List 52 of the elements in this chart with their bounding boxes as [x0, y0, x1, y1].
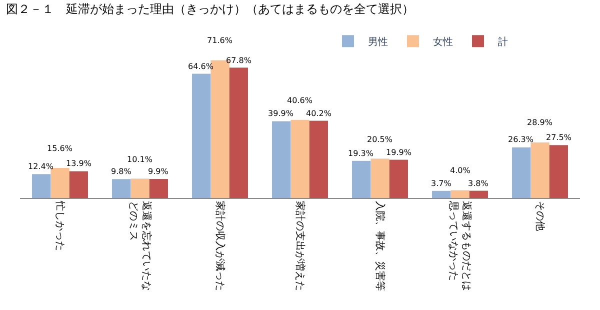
data-label: 3.7% — [431, 179, 452, 188]
x-tick-label: 入院、事故、災害等 — [374, 201, 386, 291]
data-label: 26.3% — [508, 135, 534, 144]
data-label: 71.6% — [207, 36, 233, 45]
data-label: 4.0% — [450, 166, 471, 175]
x-tick-label: 家計の支出が増えた — [294, 201, 306, 291]
data-label: 20.5% — [367, 135, 393, 144]
bar — [130, 178, 150, 198]
bar — [352, 160, 371, 198]
legend-label: 男性 — [368, 36, 388, 48]
bar — [192, 74, 211, 198]
data-label: 12.4% — [28, 162, 54, 171]
bar — [432, 190, 451, 198]
bar — [32, 174, 51, 198]
bar — [50, 168, 70, 198]
data-label: 13.9% — [66, 159, 92, 168]
bar — [272, 121, 291, 198]
bar — [229, 68, 248, 198]
data-label: 40.6% — [287, 96, 313, 105]
bar — [549, 145, 568, 198]
bar — [450, 190, 470, 198]
data-label: 3.8% — [468, 179, 489, 188]
bar — [112, 179, 131, 198]
bar — [389, 160, 408, 198]
data-label: 9.9% — [148, 167, 169, 176]
x-tick-label: 返還を忘れていたなどのミス — [127, 201, 152, 291]
data-label: 19.3% — [348, 149, 374, 158]
x-tick-label: その他 — [534, 201, 546, 231]
chart-title: 図２－１ 延滞が始まった理由（きっかけ）（あてはまるものを全て選択） — [6, 2, 414, 16]
data-label: 19.9% — [386, 148, 412, 157]
bar — [309, 120, 328, 198]
data-label: 28.9% — [527, 118, 553, 127]
bar — [530, 142, 550, 198]
x-tick-label: 家計の収入が減った — [214, 201, 226, 291]
data-label: 67.8% — [226, 56, 252, 65]
bar — [370, 158, 390, 198]
bar — [149, 178, 168, 198]
legend-label: 計 — [498, 36, 508, 48]
data-label: 64.6% — [188, 62, 214, 71]
data-label: 40.2% — [306, 109, 332, 118]
data-label: 9.8% — [111, 167, 132, 176]
data-label: 39.9% — [268, 109, 294, 118]
bar — [290, 120, 310, 198]
data-label: 27.5% — [546, 133, 572, 142]
x-tick-label: 返還するものだとは思っていなかった — [447, 200, 472, 291]
legend-label: 女性 — [433, 36, 453, 48]
bar — [469, 190, 488, 198]
x-tick-label: 忙しかった — [54, 200, 66, 251]
data-label: 15.6% — [47, 144, 73, 153]
bar — [512, 147, 531, 198]
data-label: 10.1% — [127, 155, 153, 164]
bar — [69, 171, 88, 198]
